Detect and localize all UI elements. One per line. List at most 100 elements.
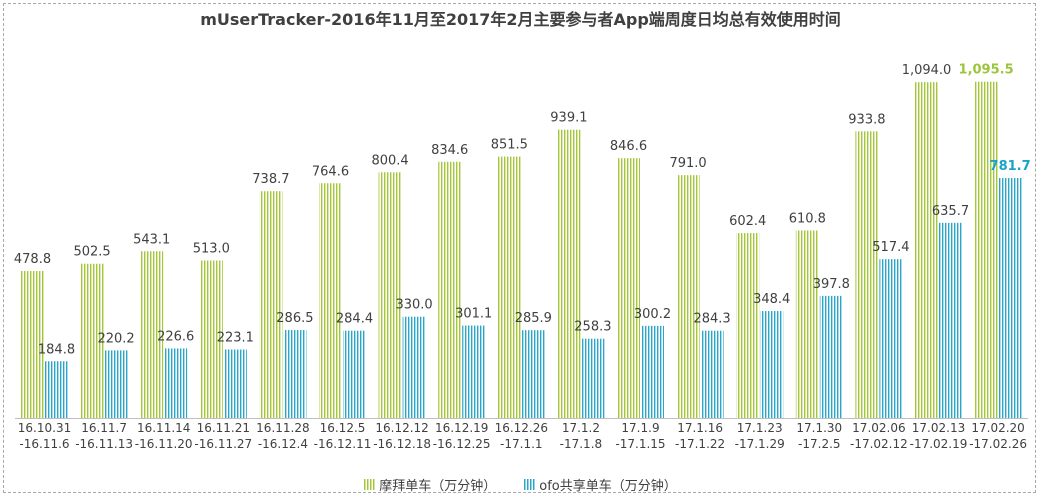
legend-item-ofo: ofo共享单车（万分钟） [524,475,677,494]
label-mobike-2: 543.1 [133,232,170,247]
x-tick-label-9-0: 17.1.2 [562,421,600,435]
bar-mobike-5 [319,183,342,418]
bar-mobike-16 [974,81,998,418]
label-mobike-13: 610.8 [789,211,826,226]
label-mobike-6: 800.4 [371,153,408,168]
x-tick-label-11-1: -17.1.22 [675,437,725,451]
x-tick-label-16-1: -17.02.26 [969,437,1027,451]
x-tick-label-2-1: -16.11.20 [135,437,193,451]
legend-item-mobike: 摩拜单车（万分钟） [364,475,496,494]
bar-ofo-11 [700,330,724,418]
bar-mobike-15 [915,82,938,418]
x-tick-label-1-1: -16.11.13 [75,437,133,451]
bar-mobike-1 [80,263,104,418]
chart-frame [3,3,1036,493]
label-ofo-5: 284.4 [336,312,373,327]
label-ofo-10: 300.2 [634,307,671,322]
bar-ofo-3 [223,349,247,418]
label-mobike-5: 764.6 [312,164,349,179]
label-ofo-0: 184.8 [38,342,75,357]
bar-ofo-2 [164,348,188,418]
bar-mobike-10 [617,158,640,418]
x-tick-label-12-0: 17.1.23 [737,421,783,435]
x-tick-label-7-1: -16.12.25 [433,437,491,451]
x-tick-label-10-0: 17.1.9 [621,421,659,435]
label-mobike-14: 933.8 [848,112,885,127]
label-mobike-11: 791.0 [669,156,706,171]
label-mobike-9: 939.1 [550,111,587,126]
x-tick-label-11-0: 17.1.16 [677,421,723,435]
x-tick-label-8-1: -17.1.1 [500,437,543,451]
label-ofo-6: 330.0 [395,298,432,313]
label-mobike-12: 602.4 [729,214,766,229]
label-ofo-4: 286.5 [276,311,313,326]
label-mobike-7: 834.6 [431,143,468,158]
legend-swatch-mobike [364,478,376,490]
label-ofo-12: 348.4 [753,292,790,307]
bar-mobike-6 [378,172,402,418]
value-labels-layer: 478.8 502.5 543.1 513.0 738.7 764.6 800.4 834.6… [14,63,1031,358]
bar-mobike-9 [557,129,581,419]
x-tick-label-9-1: -17.1.8 [560,437,603,451]
bar-mobike-14 [855,131,879,418]
x-tick-label-6-0: 16.12.12 [375,421,428,435]
bar-mobike-11 [676,175,700,418]
x-tick-label-16-0: 17.02.20 [971,421,1024,435]
x-tick-label-5-1: -16.12.11 [314,437,372,451]
x-tick-label-2-0: 16.11.14 [137,421,190,435]
bar-ofo-0 [45,361,68,418]
label-ofo-7: 301.1 [455,307,492,322]
x-tick-label-7-0: 16.12.19 [435,421,488,435]
x-tick-label-13-0: 17.1.30 [796,421,842,435]
x-tick-label-4-0: 16.11.28 [256,421,309,435]
label-ofo-3: 223.1 [217,331,254,346]
x-axis: 16.10.31 -16.11.6 16.11.7 -16.11.13 16.11.14… [15,418,1029,451]
label-ofo-9: 258.3 [574,320,611,335]
label-ofo-2: 226.6 [157,329,194,344]
label-ofo-1: 220.2 [97,331,134,346]
x-tick-label-0-1: -16.11.6 [19,437,69,451]
bar-mobike-7 [438,161,462,418]
bar-ofo-1 [104,350,128,418]
x-tick-label-14-1: -17.02.12 [850,437,908,451]
label-ofo-15: 635.7 [932,204,969,219]
bar-ofo-9 [581,338,605,418]
bar-ofo-12 [760,311,784,418]
label-ofo-16: 781.7 [990,159,1031,174]
bar-ofo-10 [641,325,664,418]
legend: 摩拜单车（万分钟） ofo共享单车（万分钟） [0,474,1041,494]
x-tick-label-5-0: 16.12.5 [320,421,366,435]
bar-ofo-13 [819,295,843,418]
label-mobike-3: 513.0 [193,242,230,257]
legend-swatch-ofo [524,478,536,490]
x-tick-label-3-1: -16.11.27 [194,437,252,451]
label-ofo-13: 397.8 [813,277,850,292]
bar-mobike-0 [21,271,44,418]
bar-mobike-8 [497,156,521,419]
bar-ofo-6 [402,316,426,418]
label-ofo-8: 285.9 [515,311,552,326]
label-mobike-8: 851.5 [491,138,528,153]
label-mobike-1: 502.5 [73,245,110,260]
legend-label-mobike: 摩拜单车（万分钟） [379,478,497,494]
x-tick-label-12-1: -17.1.29 [735,437,785,451]
bar-ofo-8 [521,330,545,418]
label-mobike-15: 1,094.0 [902,63,952,78]
bar-mobike-12 [736,233,760,418]
legend-label-ofo: ofo共享单车（万分钟） [539,478,677,494]
x-tick-label-15-1: -17.02.19 [910,437,968,451]
bar-mobike-4 [259,191,283,418]
label-mobike-4: 738.7 [252,172,289,187]
bar-ofo-14 [879,259,903,418]
bar-ofo-5 [343,330,366,418]
x-tick-label-0-0: 16.10.31 [18,421,71,435]
bar-mobike-2 [140,251,164,418]
chart-title: mUserTracker-2016年11月至2017年2月主要参与者App端周度… [200,10,841,29]
bar-ofo-16 [998,178,1022,418]
bar-mobike-3 [199,260,223,418]
label-mobike-16: 1,095.5 [959,63,1014,78]
bar-ofo-15 [939,222,962,418]
label-ofo-14: 517.4 [872,240,909,255]
x-tick-label-1-0: 16.11.7 [81,421,127,435]
